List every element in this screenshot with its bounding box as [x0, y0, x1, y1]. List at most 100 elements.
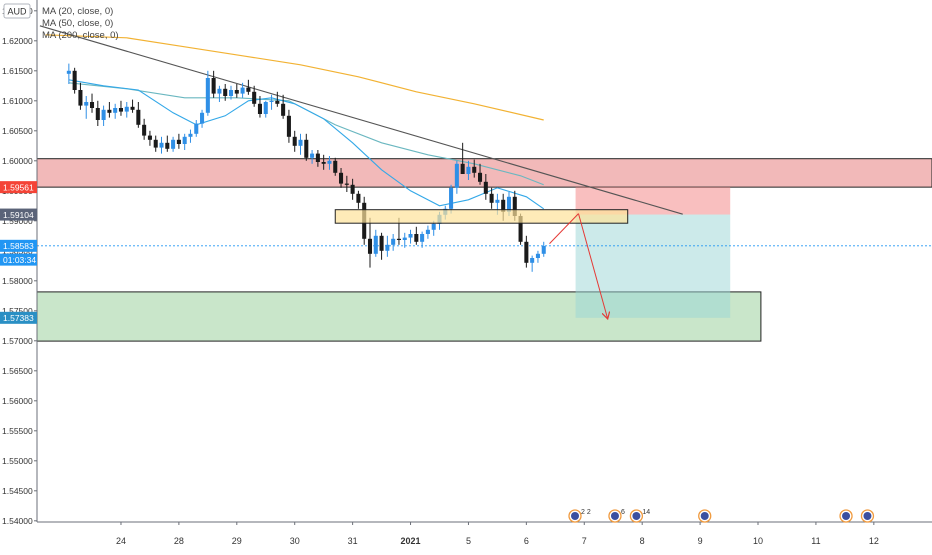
- candle-body[interactable]: [379, 235, 384, 251]
- candle-body[interactable]: [72, 70, 77, 90]
- legend-ma50[interactable]: MA (50, close, 0): [42, 18, 113, 29]
- candle-body[interactable]: [211, 78, 216, 94]
- candle-body[interactable]: [107, 109, 112, 113]
- candle-body[interactable]: [344, 183, 349, 185]
- candle-body[interactable]: [506, 196, 512, 212]
- candle-body[interactable]: [339, 172, 344, 184]
- candle-body[interactable]: [391, 238, 396, 245]
- candle-body[interactable]: [460, 163, 465, 174]
- candle-body[interactable]: [130, 106, 135, 110]
- candle-body[interactable]: [246, 87, 251, 92]
- candle-body[interactable]: [518, 216, 523, 242]
- candle-body[interactable]: [524, 241, 529, 263]
- legend-ma200[interactable]: MA (200, close, 0): [42, 30, 119, 41]
- candle-body[interactable]: [257, 103, 262, 114]
- ma50-line[interactable]: [68, 82, 544, 186]
- candle-body[interactable]: [89, 102, 95, 108]
- candle-body[interactable]: [269, 100, 274, 102]
- candle-body[interactable]: [483, 181, 488, 194]
- candle-body[interactable]: [489, 193, 494, 203]
- candle-body[interactable]: [298, 139, 303, 146]
- candle-body[interactable]: [396, 238, 401, 240]
- candle-body[interactable]: [454, 163, 459, 188]
- flip-zone[interactable]: [334, 209, 629, 224]
- candle-body[interactable]: [78, 90, 83, 106]
- candle-body[interactable]: [252, 91, 257, 104]
- projection-arrow-down[interactable]: [577, 213, 607, 318]
- y-tick-label: 1.59000: [2, 216, 33, 226]
- symbol-badge[interactable]: [3, 3, 31, 19]
- candle-body[interactable]: [275, 100, 280, 104]
- candle-body[interactable]: [449, 187, 454, 209]
- candle-body[interactable]: [304, 139, 309, 158]
- candle-body[interactable]: [95, 108, 100, 120]
- candle-body[interactable]: [431, 223, 436, 230]
- candle-body[interactable]: [385, 244, 390, 251]
- candle-body[interactable]: [292, 136, 297, 146]
- candle-body[interactable]: [84, 102, 89, 106]
- candle-body[interactable]: [176, 139, 181, 144]
- candle-body[interactable]: [478, 172, 483, 182]
- candle-body[interactable]: [315, 153, 320, 162]
- candle-body[interactable]: [101, 109, 106, 120]
- candle-body[interactable]: [425, 229, 430, 234]
- take-profit-box[interactable]: [575, 214, 731, 318]
- candle-body[interactable]: [147, 135, 152, 140]
- trendline[interactable]: [39, 25, 683, 215]
- candle-body[interactable]: [333, 160, 338, 173]
- candle-body[interactable]: [327, 160, 332, 164]
- candle-body[interactable]: [414, 234, 419, 242]
- legend-ma20[interactable]: MA (20, close, 0): [42, 6, 113, 17]
- candle-body[interactable]: [113, 108, 118, 113]
- candle-body[interactable]: [142, 124, 147, 136]
- candle-body[interactable]: [530, 258, 535, 263]
- candle-body[interactable]: [165, 142, 170, 149]
- candle-body[interactable]: [217, 88, 222, 94]
- candle-body[interactable]: [373, 235, 378, 254]
- candle-body[interactable]: [466, 166, 471, 174]
- candle-body[interactable]: [310, 153, 315, 158]
- candle-body[interactable]: [495, 199, 500, 203]
- candle-body[interactable]: [356, 193, 361, 203]
- candle-body[interactable]: [263, 102, 268, 114]
- candle-body[interactable]: [171, 139, 176, 149]
- candle-body[interactable]: [205, 78, 210, 113]
- candle-body[interactable]: [535, 253, 540, 258]
- candle-body[interactable]: [350, 184, 355, 194]
- candle-body[interactable]: [286, 115, 291, 137]
- candle-body[interactable]: [240, 87, 245, 94]
- ma20-line[interactable]: [68, 79, 545, 210]
- candle-body[interactable]: [402, 237, 407, 240]
- x-tick-label: 29: [232, 536, 242, 546]
- candle-body[interactable]: [281, 103, 286, 116]
- candle-body[interactable]: [408, 234, 413, 238]
- candle-body[interactable]: [501, 199, 506, 212]
- candle-body[interactable]: [200, 112, 205, 124]
- candle-body[interactable]: [159, 142, 164, 148]
- candle-body[interactable]: [512, 196, 517, 216]
- candle-body[interactable]: [367, 238, 373, 254]
- candle-body[interactable]: [472, 166, 477, 173]
- y-tick-label: 1.61000: [2, 96, 33, 106]
- candle-body[interactable]: [66, 70, 71, 74]
- candle-body[interactable]: [223, 88, 228, 96]
- x-tick-label: 12: [869, 536, 879, 546]
- candle-body[interactable]: [228, 90, 234, 96]
- candle-body[interactable]: [234, 90, 239, 94]
- candle-body[interactable]: [194, 123, 199, 134]
- candle-body[interactable]: [188, 133, 193, 137]
- x-tick-label: 31: [348, 536, 358, 546]
- ma200-line[interactable]: [45, 34, 544, 121]
- candle-body[interactable]: [136, 109, 141, 125]
- candle-body[interactable]: [118, 108, 123, 112]
- candle-body[interactable]: [321, 162, 326, 164]
- candle-body[interactable]: [420, 234, 425, 242]
- candle-body[interactable]: [182, 136, 187, 144]
- projection-leg-up[interactable]: [549, 213, 579, 244]
- event-count: 2 2: [581, 509, 591, 516]
- candle-body[interactable]: [541, 246, 546, 254]
- candle-body[interactable]: [124, 106, 129, 112]
- candle-body[interactable]: [153, 139, 158, 148]
